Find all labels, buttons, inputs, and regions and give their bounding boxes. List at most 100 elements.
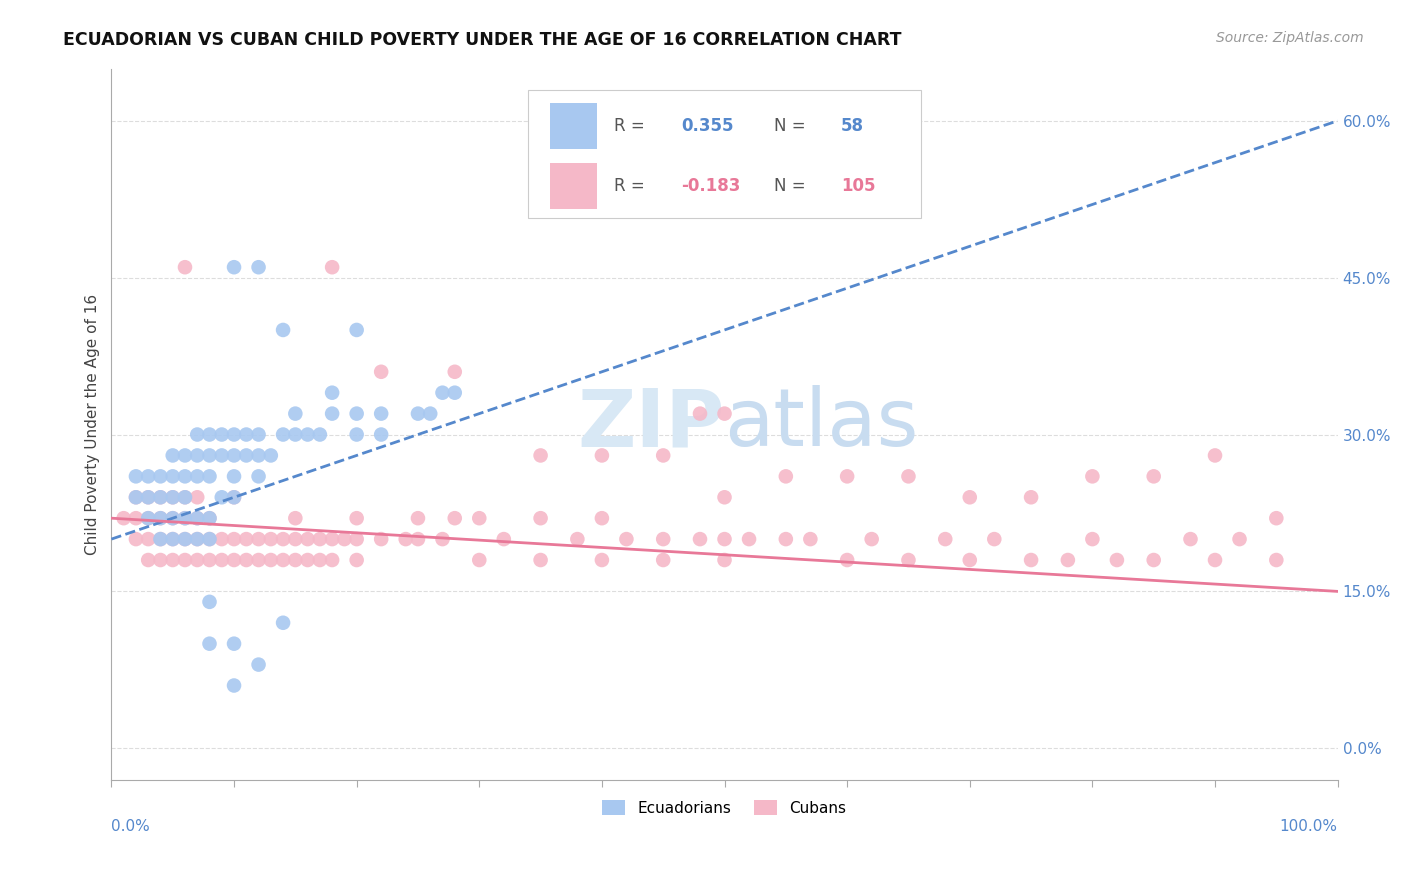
Point: [125, 490, 148, 504]
Point: [370, 532, 392, 546]
Point: [1265, 553, 1288, 567]
Point: [689, 532, 711, 546]
Point: [112, 511, 135, 525]
Text: R =: R =: [614, 177, 650, 194]
Point: [260, 532, 283, 546]
Point: [346, 427, 368, 442]
Point: [1204, 449, 1226, 463]
Point: [1204, 553, 1226, 567]
Point: [346, 323, 368, 337]
Point: [174, 553, 197, 567]
FancyBboxPatch shape: [529, 90, 921, 218]
Point: [297, 532, 319, 546]
Point: [260, 553, 283, 567]
Point: [186, 427, 208, 442]
Point: [271, 532, 294, 546]
Point: [567, 532, 589, 546]
Point: [897, 553, 920, 567]
Point: [321, 260, 343, 275]
Point: [346, 532, 368, 546]
Point: [529, 511, 551, 525]
Point: [346, 553, 368, 567]
Point: [162, 532, 184, 546]
Point: [222, 637, 245, 651]
Point: [222, 427, 245, 442]
Point: [174, 449, 197, 463]
Point: [235, 553, 257, 567]
Point: [297, 427, 319, 442]
Point: [198, 427, 221, 442]
Point: [136, 532, 159, 546]
Point: [333, 532, 356, 546]
Point: [616, 532, 638, 546]
Point: [125, 490, 148, 504]
Point: [222, 490, 245, 504]
Point: [222, 469, 245, 483]
Point: [689, 407, 711, 421]
Point: [346, 407, 368, 421]
Point: [1180, 532, 1202, 546]
Point: [284, 553, 307, 567]
Point: [211, 449, 233, 463]
Point: [136, 511, 159, 525]
Point: [186, 553, 208, 567]
Point: [309, 532, 332, 546]
Point: [174, 260, 197, 275]
Point: [174, 469, 197, 483]
Point: [247, 260, 270, 275]
Point: [271, 553, 294, 567]
Point: [713, 490, 735, 504]
Point: [1081, 532, 1104, 546]
Point: [125, 532, 148, 546]
Point: [713, 553, 735, 567]
Point: [174, 532, 197, 546]
Point: [149, 532, 172, 546]
Point: [198, 511, 221, 525]
Point: [406, 532, 429, 546]
Point: [198, 637, 221, 651]
Point: [860, 532, 883, 546]
Point: [652, 449, 675, 463]
Point: [211, 490, 233, 504]
Point: [1143, 553, 1166, 567]
Text: Source: ZipAtlas.com: Source: ZipAtlas.com: [1216, 31, 1364, 45]
Text: 58: 58: [841, 117, 865, 135]
Point: [652, 553, 675, 567]
Point: [162, 490, 184, 504]
Point: [1081, 469, 1104, 483]
Point: [713, 407, 735, 421]
Point: [174, 532, 197, 546]
FancyBboxPatch shape: [550, 103, 598, 149]
Point: [174, 490, 197, 504]
FancyBboxPatch shape: [550, 162, 598, 209]
Point: [321, 407, 343, 421]
Point: [149, 532, 172, 546]
Point: [837, 553, 859, 567]
Point: [222, 449, 245, 463]
Point: [775, 532, 797, 546]
Point: [1057, 553, 1080, 567]
Point: [198, 553, 221, 567]
Text: atlas: atlas: [724, 385, 920, 463]
Point: [284, 532, 307, 546]
Point: [799, 532, 821, 546]
Point: [247, 657, 270, 672]
Point: [443, 365, 465, 379]
Point: [406, 511, 429, 525]
Point: [529, 553, 551, 567]
Point: [591, 511, 613, 525]
Text: 0.355: 0.355: [682, 117, 734, 135]
Legend: Ecuadorians, Cubans: Ecuadorians, Cubans: [596, 794, 852, 822]
Point: [162, 553, 184, 567]
Point: [468, 553, 491, 567]
Point: [149, 511, 172, 525]
Point: [370, 365, 392, 379]
Point: [284, 511, 307, 525]
Point: [1143, 469, 1166, 483]
Point: [136, 469, 159, 483]
Point: [136, 490, 159, 504]
Point: [1019, 553, 1042, 567]
Point: [652, 532, 675, 546]
Point: [897, 469, 920, 483]
Point: [529, 449, 551, 463]
